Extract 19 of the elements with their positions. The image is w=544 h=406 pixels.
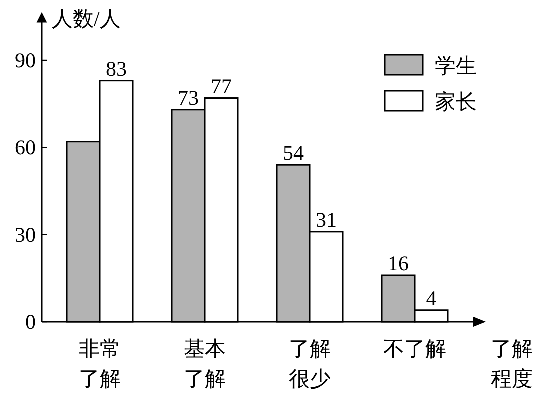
data-label: 73 bbox=[178, 86, 199, 110]
x-tick-label: 了解很少 bbox=[289, 337, 331, 391]
data-label: 83 bbox=[106, 56, 127, 81]
x-tick-label: 基本了解 bbox=[184, 337, 226, 391]
x-axis-title: 了解程度 bbox=[491, 337, 533, 391]
data-label: 54 bbox=[283, 141, 304, 166]
y-tick-label: 90 bbox=[15, 48, 36, 72]
y-tick-label: 60 bbox=[15, 136, 36, 160]
y-axis-title: 人数/人 bbox=[52, 7, 121, 31]
data-label: 16 bbox=[388, 252, 409, 276]
data-label: 31 bbox=[316, 208, 337, 232]
y-tick-label: 30 bbox=[15, 222, 36, 247]
legend-label: 家长 bbox=[435, 90, 477, 114]
legend-label: 学生 bbox=[435, 54, 477, 78]
x-tick-label: 不了解 bbox=[384, 337, 446, 361]
y-tick-label: 0 bbox=[26, 310, 36, 334]
x-tick-label: 非常了解 bbox=[79, 337, 121, 391]
data-label: 4 bbox=[426, 286, 438, 310]
data-label: 77 bbox=[211, 74, 232, 98]
